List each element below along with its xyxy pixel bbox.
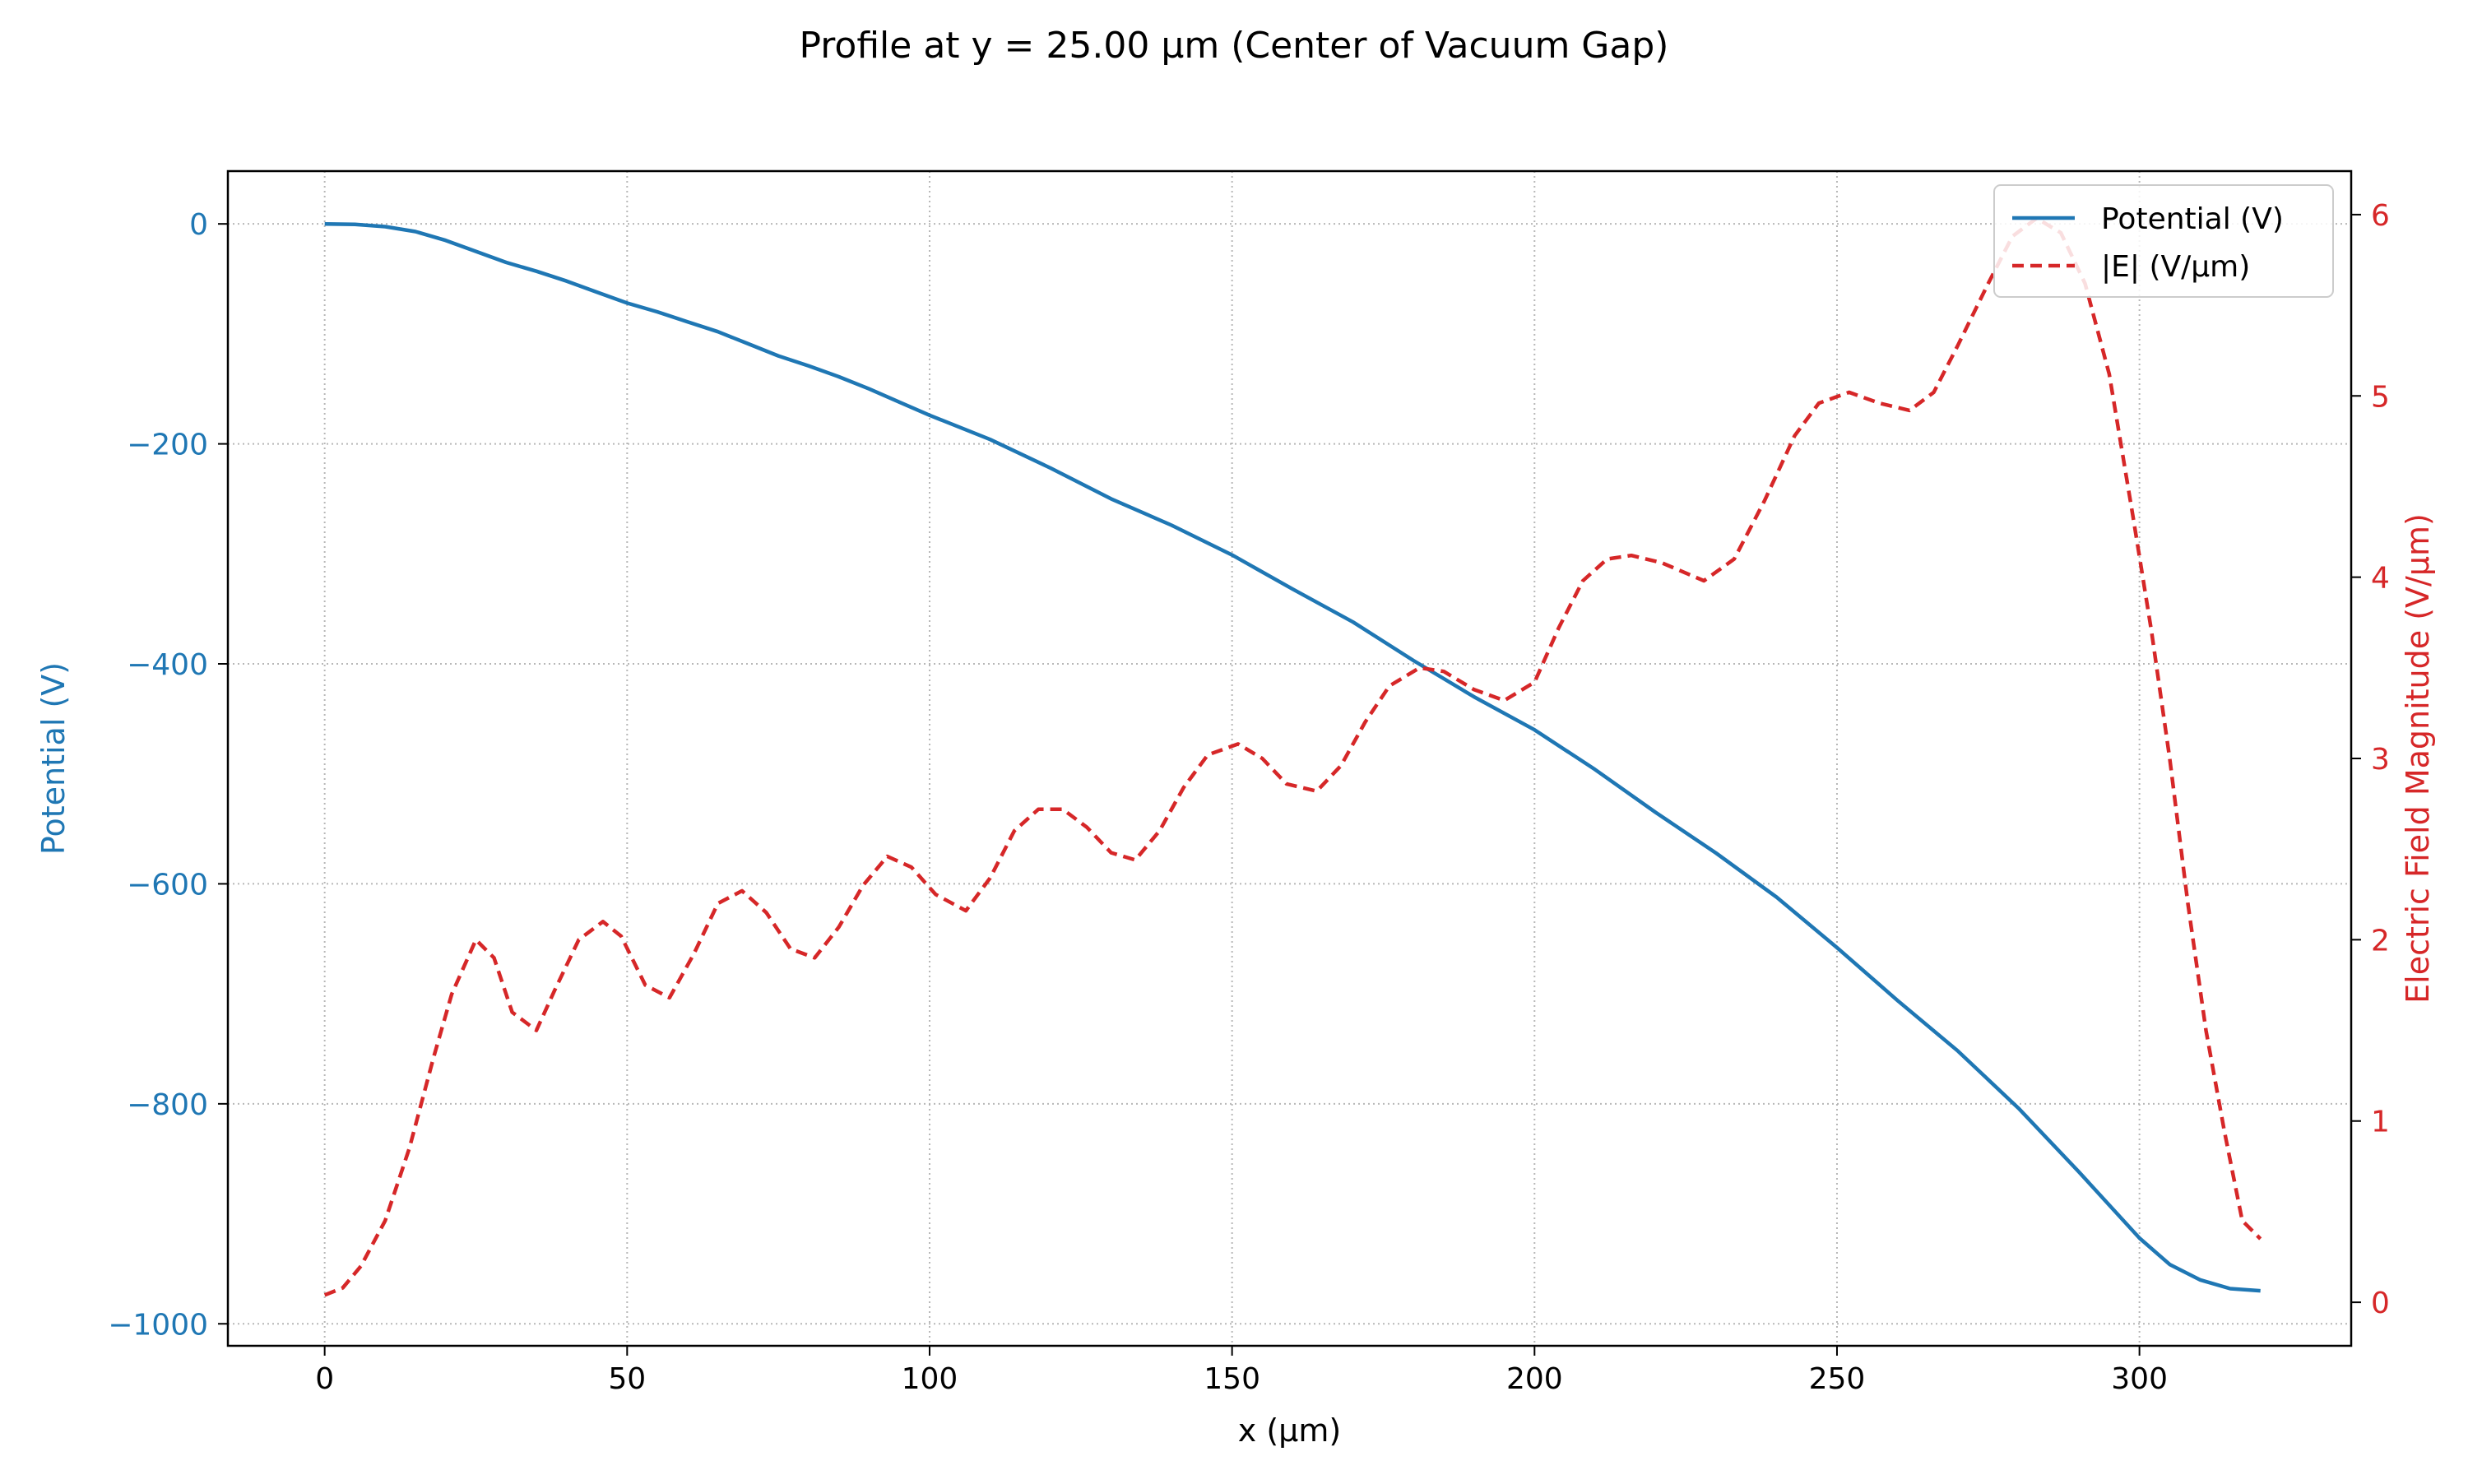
y-right-tick-label: 0 — [2371, 1287, 2390, 1320]
x-tick-label: 300 — [2111, 1362, 2168, 1396]
legend-label-efield: |E| (V/µm) — [2101, 250, 2250, 284]
y-left-tick-label: 0 — [189, 208, 208, 242]
x-tick-label: 250 — [1809, 1362, 1866, 1396]
chart-title: Profile at y = 25.00 µm (Center of Vacuu… — [799, 25, 1669, 67]
plot-frame — [226, 169, 2353, 1347]
y-left-tick-label: −600 — [127, 868, 208, 902]
y-right-tick-label: 2 — [2371, 924, 2390, 958]
x-tick-label: 100 — [902, 1362, 958, 1396]
legend-label-potential: Potential (V) — [2101, 202, 2284, 236]
efield-line — [323, 216, 2262, 1297]
y-right-tick-label: 6 — [2371, 199, 2390, 233]
y-left-tick-label: −1000 — [108, 1308, 208, 1342]
y-left-axis-label: Potential (V) — [35, 662, 72, 855]
x-axis-label: x (µm) — [1238, 1412, 1341, 1449]
x-tick-label: 50 — [608, 1362, 646, 1396]
x-tick-label: 200 — [1506, 1362, 1563, 1396]
potential-line — [324, 221, 2261, 1293]
y-left-tick-label: −800 — [127, 1088, 208, 1122]
y-right-tick-label: 1 — [2371, 1106, 2390, 1139]
y-left-tick-label: −200 — [127, 429, 208, 462]
x-tick-label: 0 — [315, 1362, 334, 1396]
x-tick-label: 150 — [1204, 1362, 1260, 1396]
y-right-tick-label: 5 — [2371, 380, 2390, 414]
y-left-tick-label: −400 — [127, 648, 208, 682]
y-right-axis-label: Electric Field Magnitude (V/µm) — [2400, 513, 2436, 1004]
legend-box — [1993, 184, 2334, 298]
y-right-tick-label: 3 — [2371, 743, 2390, 777]
y-right-tick-label: 4 — [2371, 562, 2390, 596]
